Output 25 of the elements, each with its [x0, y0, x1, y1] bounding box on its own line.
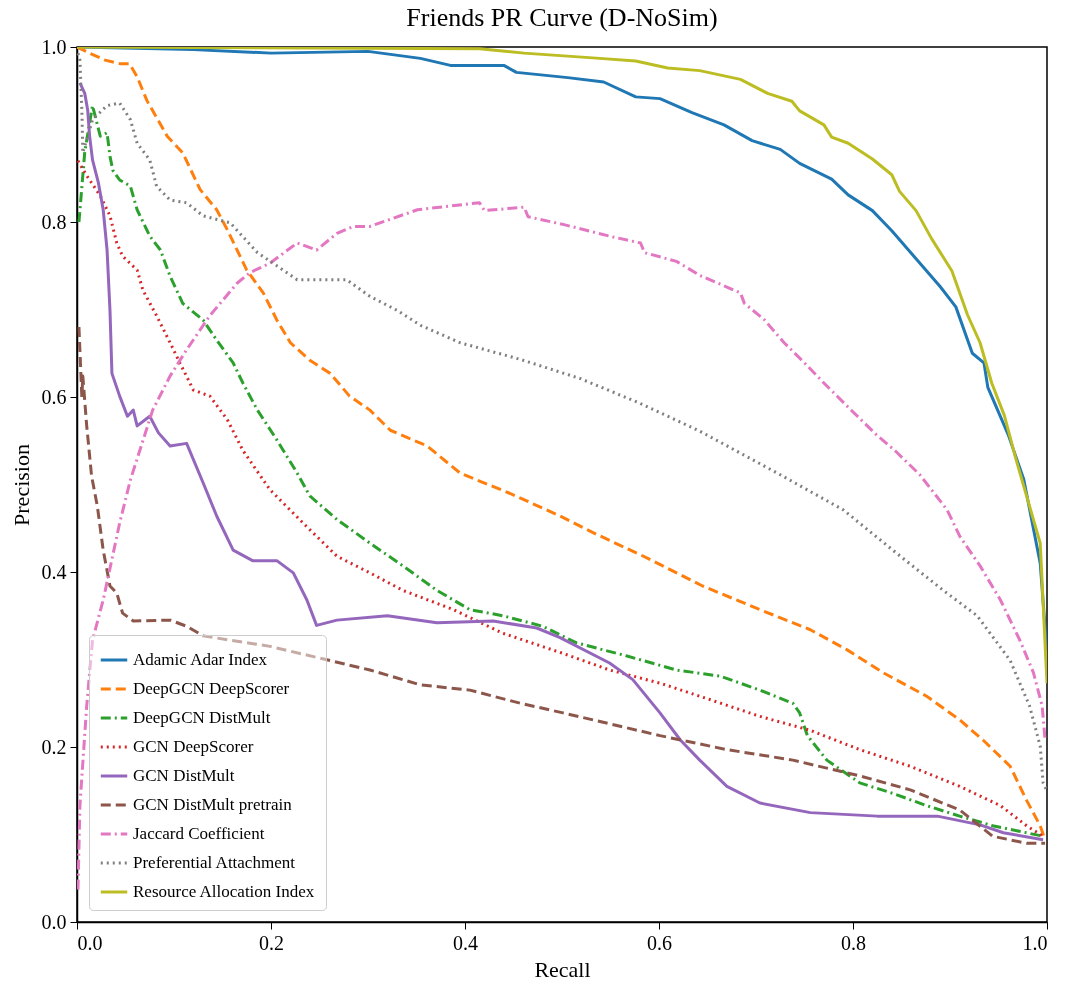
legend-label: GCN DistMult — [133, 766, 235, 785]
y-tick-label: 0.6 — [41, 385, 67, 408]
y-axis-title: Precision — [8, 444, 34, 526]
legend-label: DeepGCN DeepScorer — [133, 679, 290, 698]
legend-label: Resource Allocation Index — [133, 882, 315, 901]
x-tick-label: 0.4 — [453, 931, 478, 954]
y-tick-label: 0.8 — [41, 210, 67, 233]
y-tick-label: 1.0 — [41, 35, 67, 58]
x-tick-label: 0.8 — [841, 931, 866, 954]
x-tick-label: 0.0 — [77, 931, 103, 954]
y-tick-label: 0.2 — [41, 735, 67, 758]
x-tick-label: 0.6 — [647, 931, 672, 954]
legend-label: Adamic Adar Index — [133, 650, 268, 669]
legend-label: Jaccard Coefficient — [133, 824, 265, 843]
legend-label: GCN DistMult pretrain — [133, 795, 293, 814]
chart-title: Friends PR Curve (D-NoSim) — [406, 3, 718, 32]
x-axis-title: Recall — [534, 956, 591, 982]
y-tick-label: 0.4 — [41, 560, 67, 583]
legend-label: DeepGCN DistMult — [133, 708, 271, 727]
line-series — [77, 325, 1047, 845]
x-tick-label: 1.0 — [1022, 931, 1048, 954]
x-tick-label: 0.2 — [259, 931, 284, 954]
legend-label: Preferential Attachment — [133, 853, 296, 872]
y-tick-label: 0.0 — [41, 910, 67, 933]
legend-label: GCN DeepScorer — [133, 737, 254, 756]
